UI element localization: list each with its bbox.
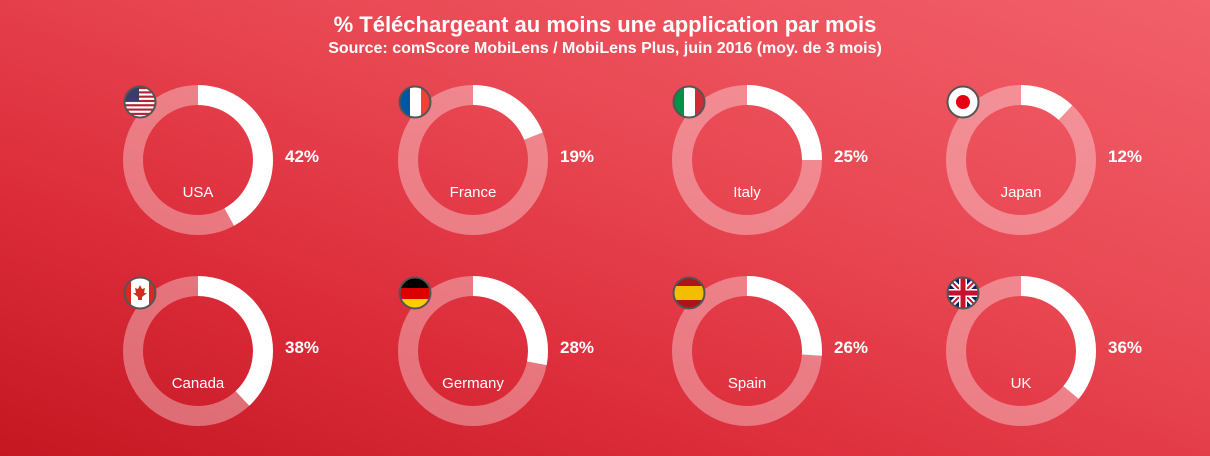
donut-chart-canada	[123, 276, 273, 426]
country-label: USA	[182, 184, 214, 201]
country-label: Canada	[171, 375, 225, 392]
canada-flag-icon	[123, 276, 157, 310]
donut-chart-spain	[672, 276, 822, 426]
donut-france: France 19%	[398, 85, 594, 255]
donut-japan: Japan 12%	[946, 85, 1142, 255]
donut-italy: Italy 25%	[672, 85, 868, 255]
donut-canada: Canada 38%	[123, 276, 319, 446]
percent-label: 28%	[560, 338, 595, 357]
germany-flag-icon	[398, 276, 432, 310]
donut-chart-france	[398, 85, 548, 235]
percent-label: 38%	[285, 338, 320, 357]
chart-subtitle: Source: comScore MobiLens / MobiLens Plu…	[328, 40, 882, 57]
percent-label: 26%	[834, 338, 869, 357]
usa-flag-icon	[123, 85, 157, 119]
spain-flag-icon	[672, 276, 706, 310]
donut-arc-usa	[123, 85, 273, 235]
donut-arc-france	[398, 85, 548, 235]
donut-arc-canada	[123, 276, 273, 426]
italy-flag-icon	[672, 85, 706, 119]
percent-label: 42%	[285, 147, 320, 166]
donut-arc-germany	[398, 276, 548, 426]
country-label: Spain	[727, 375, 767, 392]
france-flag-icon	[398, 85, 432, 119]
donut-spain: Spain 26%	[672, 276, 868, 446]
donut-usa: USA 42%	[123, 85, 319, 255]
donut-chart-usa	[123, 85, 273, 235]
donut-chart-japan	[946, 85, 1096, 235]
country-label: Japan	[1000, 184, 1042, 201]
country-label: UK	[1010, 375, 1032, 392]
donut-chart-italy	[672, 85, 822, 235]
donut-arc-uk	[946, 276, 1096, 426]
country-label: Italy	[733, 184, 761, 201]
donut-germany: Germany 28%	[398, 276, 594, 446]
japan-flag-icon	[946, 85, 980, 119]
donut-arc-spain	[672, 276, 822, 426]
chart-title: % Téléchargeant au moins une application…	[333, 12, 877, 37]
percent-label: 25%	[834, 147, 869, 166]
percent-label: 19%	[560, 147, 595, 166]
donut-arc-italy	[672, 85, 822, 235]
percent-label: 36%	[1108, 338, 1143, 357]
percent-label: 12%	[1108, 147, 1143, 166]
donut-chart-germany	[398, 276, 548, 426]
donut-uk: UK 36%	[946, 276, 1142, 446]
donut-arc-japan	[946, 85, 1096, 235]
country-label: Germany	[442, 375, 504, 392]
uk-flag-icon	[946, 276, 980, 310]
donut-chart-uk	[946, 276, 1096, 426]
country-label: France	[449, 184, 497, 201]
